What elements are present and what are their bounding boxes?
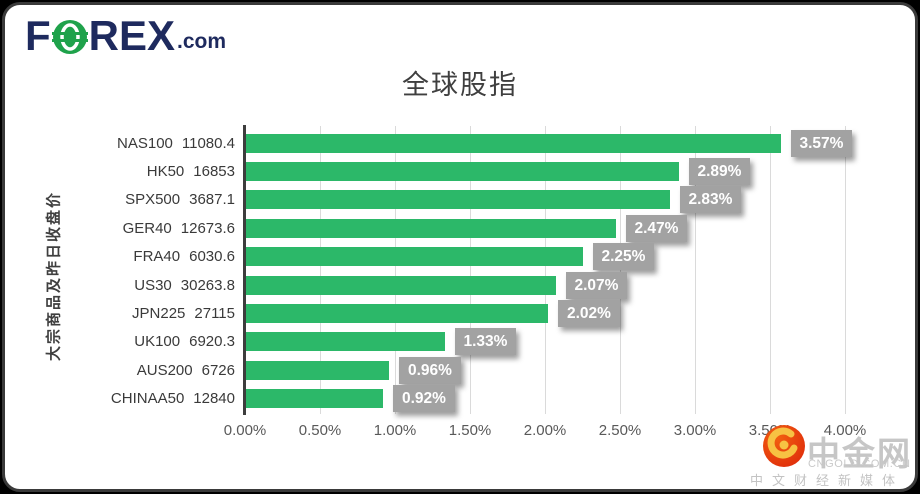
x-tick: 1.50%	[448, 422, 492, 439]
data-label: 0.92%	[393, 385, 455, 413]
gridline	[320, 126, 321, 414]
chart-row: AUS200 6726 0.96%	[5, 356, 915, 384]
data-label: 0.96%	[399, 356, 461, 384]
cngold-logo-icon	[763, 425, 805, 467]
chart-row: JPN225 27115 2.02%	[5, 299, 915, 328]
data-label: 2.25%	[592, 243, 655, 271]
category-label: JPN225 27115	[132, 305, 235, 323]
x-tick: 3.00%	[673, 422, 717, 439]
close-price: 6726	[201, 361, 235, 379]
gridline	[395, 126, 396, 414]
gridline	[845, 126, 846, 414]
logo-dotcom: .com	[177, 30, 227, 53]
close-price: 27115	[194, 305, 235, 323]
chart-row: UK100 6920.3 1.33%	[5, 328, 915, 356]
x-tick: 4.00%	[823, 422, 867, 439]
chart-row: HK50 16853 2.89%	[5, 157, 915, 186]
x-tick: 2.50%	[598, 422, 642, 439]
chart-title: 全球股指	[402, 70, 518, 100]
data-label: 3.57%	[790, 129, 853, 157]
category-label: UK100 6920.3	[134, 333, 235, 351]
chart-row: GER40 12673.6 2.47%	[5, 214, 915, 242]
category-label: US30 30263.8	[134, 276, 235, 294]
bar	[245, 162, 679, 182]
category-label: CHINAA50 12840	[110, 390, 235, 408]
close-price: 16853	[193, 163, 235, 181]
data-label: 2.07%	[565, 271, 628, 299]
watermark-domain: CNGOLD.COM.CN	[808, 458, 911, 470]
x-tick: 0.00%	[223, 422, 267, 439]
chart-row: SPX500 3687.1 2.83%	[5, 186, 915, 214]
data-label: 2.02%	[558, 300, 620, 328]
watermark-tagline: 中文财经新媒体	[750, 473, 905, 488]
x-tick: 1.00%	[373, 422, 417, 439]
bar-chart: NAS100 11080.4 3.57% HK50 16853 2.89% SPX5…	[5, 129, 915, 413]
category-label: FRA40 6030.6	[133, 248, 235, 266]
bar	[245, 247, 583, 267]
forex-o-currency-icon	[51, 20, 88, 54]
value-axis-line	[243, 125, 246, 415]
data-label: 2.89%	[688, 158, 751, 186]
data-label: 2.83%	[679, 186, 742, 214]
gridline	[470, 126, 471, 414]
close-price: 12840	[193, 390, 235, 408]
chart-row: CHINAA50 12840 0.92%	[5, 385, 915, 413]
logo-letter-f: F	[25, 12, 51, 59]
category-label: AUS200 6726	[136, 361, 235, 379]
category-label: SPX500 3687.1	[125, 191, 235, 209]
close-price: 6920.3	[189, 333, 235, 351]
bar	[245, 190, 670, 210]
chart-row: NAS100 11080.4 3.57%	[5, 129, 915, 157]
category-label: GER40 12673.6	[122, 219, 235, 237]
x-tick: 0.50%	[298, 422, 342, 439]
bar	[245, 389, 383, 409]
data-label: 2.47%	[625, 214, 688, 242]
gridline	[770, 126, 771, 414]
bar	[245, 360, 389, 380]
category-label: HK50 16853	[146, 163, 235, 181]
gridline	[695, 126, 696, 414]
close-price: 30263.8	[180, 276, 235, 294]
bar	[245, 332, 445, 352]
category-label: NAS100 11080.4	[117, 134, 235, 152]
x-tick: 2.00%	[523, 422, 567, 439]
close-price: 12673.6	[180, 219, 235, 237]
logo-letters-rex: REX	[88, 12, 176, 59]
data-label: 1.33%	[454, 328, 517, 356]
bar	[245, 218, 616, 238]
chart-row: US30 30263.8 2.07%	[5, 271, 915, 299]
watermark-site-name: 中金网	[807, 435, 912, 472]
forex-logo: F REX .com	[25, 13, 226, 59]
x-axis: 0.00% 0.50% 1.00% 1.50% 2.00% 2.50% 3.00…	[224, 422, 867, 442]
bar	[245, 133, 781, 153]
close-price: 3687.1	[189, 191, 235, 209]
chart-row: FRA40 6030.6 2.25%	[5, 243, 915, 271]
close-price: 11080.4	[181, 134, 235, 152]
gridline	[545, 126, 546, 414]
bar	[245, 304, 548, 324]
close-price: 6030.6	[189, 248, 235, 266]
bar	[245, 275, 556, 295]
